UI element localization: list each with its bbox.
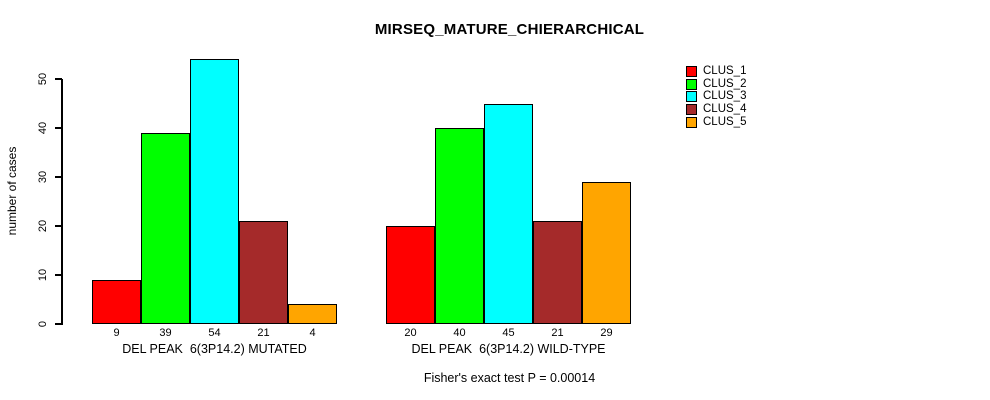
bar-clus_1-group2 [386, 226, 435, 324]
bar-value-label: 54 [208, 327, 221, 339]
chart-title: MIRSEQ_MATURE_CHIERARCHICAL [374, 21, 645, 38]
group-label-2: DEL PEAK 6(3P14.2) WILD-TYPE [411, 342, 606, 356]
y-axis-tick-30 [55, 176, 62, 178]
y-axis-tick-label-20: 20 [37, 219, 49, 233]
legend-item-clus_3: CLUS_3 [686, 90, 747, 103]
bar-value-label: 40 [453, 327, 466, 339]
y-axis-tick-20 [55, 225, 62, 227]
y-axis-label: number of cases [5, 146, 19, 236]
bar-clus_4-group1 [239, 221, 288, 324]
y-axis-tick-label-30: 30 [37, 170, 49, 184]
legend-swatch-icon [686, 91, 697, 103]
y-axis-tick-50 [55, 78, 62, 80]
legend-label: CLUS_1 [703, 65, 747, 77]
legend-item-clus_4: CLUS_4 [686, 103, 747, 116]
bar-clus_5-group2 [582, 181, 631, 324]
legend-swatch-icon [686, 78, 697, 90]
legend-label: CLUS_2 [703, 77, 747, 90]
caption-fisher-test: Fisher's exact test P = 0.00014 [423, 371, 596, 385]
bar-value-label: 4 [309, 327, 316, 339]
bar-clus_4-group2 [533, 221, 582, 324]
legend-label: CLUS_5 [703, 115, 747, 128]
y-axis-line [61, 79, 63, 325]
bar-value-label: 39 [159, 327, 172, 339]
bar-value-label: 45 [502, 327, 515, 339]
bar-clus_3-group2 [484, 103, 533, 324]
y-axis-tick-label-10: 10 [37, 268, 49, 282]
bar-value-label: 21 [551, 327, 564, 339]
legend-item-clus_1: CLUS_1 [686, 65, 747, 77]
y-axis-tick-0 [55, 323, 62, 325]
bar-value-label: 20 [404, 327, 417, 339]
y-axis-tick-label-50: 50 [37, 72, 49, 86]
bar-clus_3-group1 [190, 59, 239, 324]
legend-item-clus_2: CLUS_2 [686, 77, 747, 90]
bar-clus_2-group2 [435, 128, 484, 324]
bar-clus_1-group1 [92, 279, 141, 324]
legend-item-clus_5: CLUS_5 [686, 115, 747, 128]
bar-value-label: 9 [113, 327, 120, 339]
y-axis-tick-40 [55, 127, 62, 129]
bar-value-label: 29 [600, 327, 613, 339]
y-axis-tick-10 [55, 274, 62, 276]
legend-label: CLUS_4 [703, 103, 747, 116]
legend-label: CLUS_3 [703, 90, 747, 103]
bar-clus_2-group1 [141, 132, 190, 324]
y-axis-tick-label-40: 40 [37, 121, 49, 135]
y-axis-tick-label-0: 0 [37, 320, 49, 328]
bar-clus_5-group1 [288, 304, 337, 324]
bar-value-label: 21 [257, 327, 270, 339]
legend-swatch-icon [686, 66, 697, 77]
legend-swatch-icon [686, 116, 697, 128]
legend-swatch-icon [686, 104, 697, 116]
group-label-1: DEL PEAK 6(3P14.2) MUTATED [122, 342, 307, 356]
